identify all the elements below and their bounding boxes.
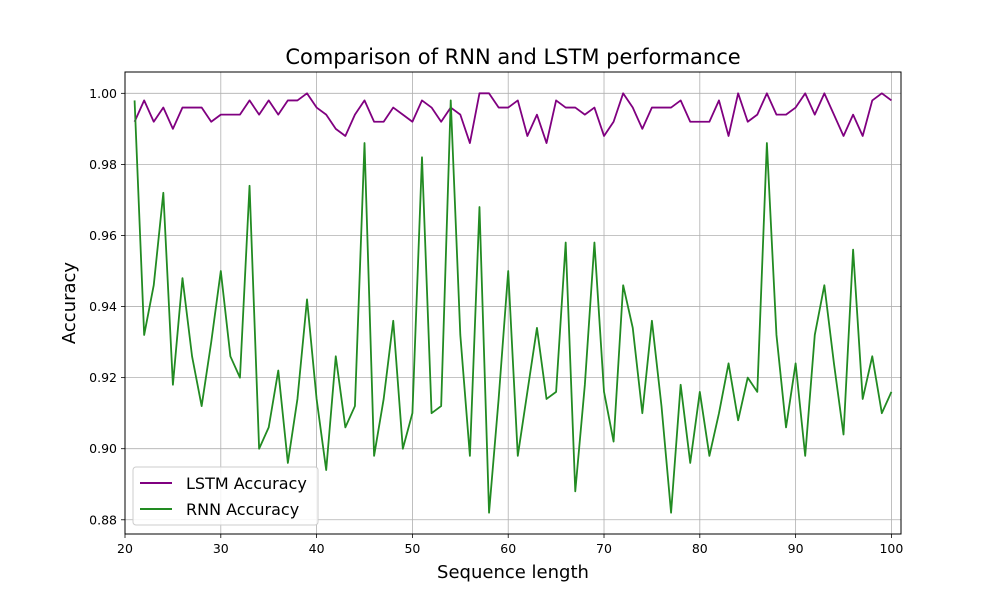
legend-label-lstm: LSTM Accuracy [186,474,307,493]
x-tick-label: 40 [309,541,325,556]
y-tick-label: 1.00 [89,86,117,101]
x-axis-label: Sequence length [437,562,589,583]
ticks: 20 30 40 50 60 70 80 90 100 0.88 0.90 0.92 0.94 0.96 0… [89,86,903,556]
lstm-accuracy-line [133,92,892,144]
y-axis-label: Accuracy [59,262,80,345]
y-tick-label: 0.98 [89,157,117,172]
x-tick-label: 30 [213,541,229,556]
x-tick-label: 20 [117,541,133,556]
y-tick-label: 0.90 [89,441,117,456]
y-tick-label: 0.94 [89,299,117,314]
x-tick-label: 60 [500,541,516,556]
x-tick-label: 90 [788,541,804,556]
plot-frame [124,71,902,535]
y-tick-label: 0.92 [89,370,117,385]
x-tick-label: 100 [879,541,903,556]
x-tick-label: 80 [692,541,708,556]
rnn-accuracy-line [133,99,893,514]
y-tick-label: 0.88 [89,512,117,527]
y-tick-label: 0.96 [89,228,117,243]
legend: LSTM Accuracy RNN Accuracy [132,466,319,526]
x-tick-label: 50 [404,541,420,556]
series-layer [133,92,893,514]
legend-box [132,466,319,526]
grid [124,72,901,534]
chart-title: Comparison of RNN and LSTM performance [285,45,740,69]
x-tick-label: 70 [596,541,612,556]
legend-label-rnn: RNN Accuracy [186,500,299,519]
